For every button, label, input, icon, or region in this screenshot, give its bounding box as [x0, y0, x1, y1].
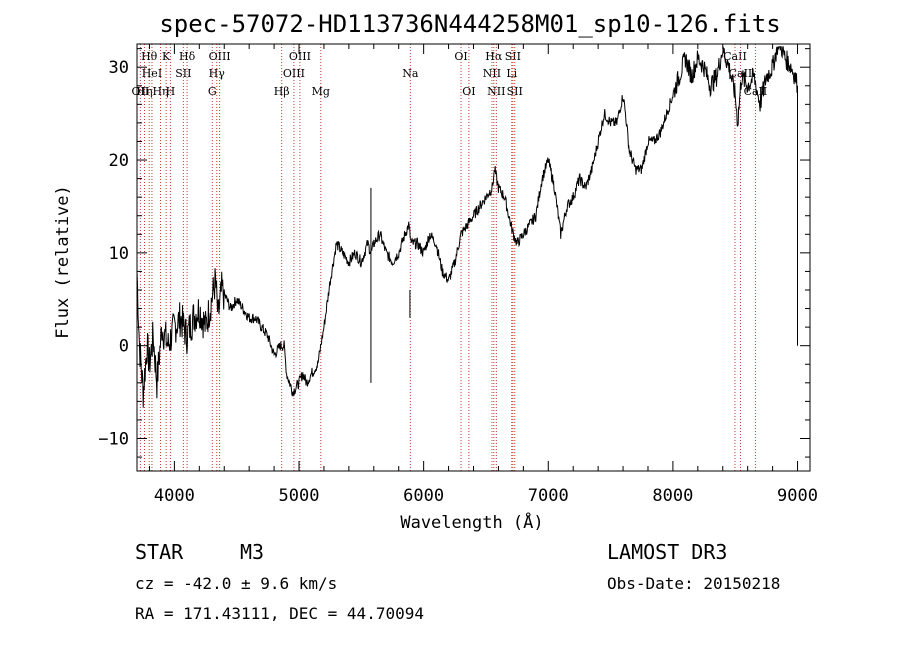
line-marker-label: Hη — [136, 85, 152, 98]
line-marker-label: SII — [175, 67, 191, 80]
y-axis-label: Flux (relative) — [53, 185, 73, 339]
x-tick-label: 4000 — [154, 486, 195, 506]
line-marker-label: OI — [454, 50, 467, 63]
redshift-velocity: cz = -42.0 ± 9.6 km/s — [135, 574, 337, 593]
line-marker-label: Hβ — [274, 85, 290, 98]
line-marker-label: Li — [506, 67, 517, 80]
x-tick-label: 7000 — [528, 486, 569, 506]
line-marker-label: Hγ — [209, 67, 226, 80]
observation-date: Obs-Date: 20150218 — [607, 574, 780, 593]
line-marker-label: NII — [483, 67, 501, 80]
y-tick-label: −10 — [98, 430, 129, 450]
line-marker-label: Hα — [485, 50, 503, 63]
line-marker-label: OIII — [283, 67, 305, 80]
chart-title: spec-57072-HD113736N444258M01_sp10-126.f… — [159, 10, 780, 38]
y-axis: −10 0 10 20 30 — [98, 48, 810, 458]
line-marker-label: H — [166, 85, 176, 98]
line-marker-label: OII — [132, 85, 150, 98]
line-marker-label: NII — [487, 85, 505, 98]
line-marker-label: Hθ — [141, 50, 158, 63]
line-marker-label: SII — [505, 50, 521, 63]
y-tick-label: 20 — [109, 151, 129, 171]
x-tick-label: 5000 — [279, 486, 320, 506]
coordinates: RA = 171.43111, DEC = 44.70094 — [135, 604, 424, 623]
x-tick-label: 9000 — [777, 486, 818, 506]
y-tick-label: 0 — [119, 337, 129, 357]
line-marker-label: K — [162, 50, 171, 63]
x-tick-label: 6000 — [403, 486, 444, 506]
line-marker-label: Hδ — [179, 50, 196, 63]
line-marker-label: G — [208, 85, 217, 98]
line-marker-label: CaII — [729, 67, 753, 80]
spectrum-line — [136, 46, 798, 408]
plot-frame — [136, 43, 811, 472]
line-marker-label: Na — [402, 67, 419, 80]
y-tick-label: 10 — [109, 244, 129, 264]
subclass: M3 — [240, 540, 264, 564]
y-tick-label: 30 — [109, 58, 129, 78]
x-axis-label: Wavelength (Å) — [400, 511, 543, 533]
survey-name: LAMOST DR3 — [607, 540, 727, 564]
line-marker-label: OIII — [289, 50, 311, 63]
x-tick-label: 8000 — [652, 486, 693, 506]
spectrum-series — [136, 46, 798, 408]
line-marker-label: Hη — [152, 85, 168, 98]
line-marker-label: CaII — [723, 50, 747, 63]
line-marker-label: HeI — [142, 67, 162, 80]
line-marker-label: Mg — [312, 85, 330, 98]
line-marker-label: SII — [507, 85, 523, 98]
object-type: STAR — [135, 540, 184, 564]
line-marker-label: OI — [462, 85, 475, 98]
line-marker-label: OIII — [209, 50, 231, 63]
x-axis: 4000 5000 6000 7000 8000 9000 — [148, 44, 818, 506]
